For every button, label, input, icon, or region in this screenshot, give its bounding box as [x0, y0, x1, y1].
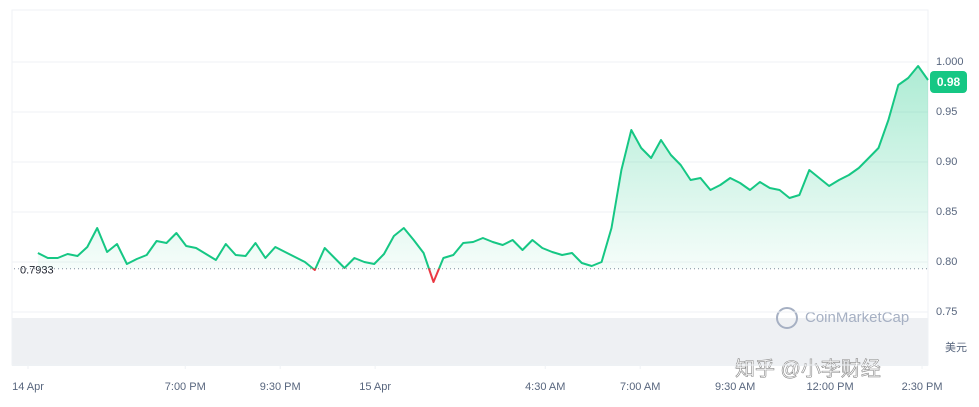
y-tick-label: 0.85	[936, 206, 957, 218]
price-badge	[930, 71, 967, 93]
volume-area	[12, 318, 928, 366]
y-tick-label: 0.90	[936, 156, 957, 168]
x-tick-label: 2:30 PM	[902, 381, 943, 393]
x-tick-label: 14 Apr	[12, 381, 44, 393]
x-tick-label: 15 Apr	[359, 381, 391, 393]
x-tick-label: 7:00 PM	[165, 381, 206, 393]
unit-label: 美元	[945, 341, 967, 354]
area-fill	[37, 66, 928, 282]
y-tick-label: 0.95	[936, 106, 957, 118]
x-tick-label: 9:30 PM	[260, 381, 301, 393]
x-tick-label: 4:30 AM	[525, 381, 565, 393]
x-tick-label: 12:00 PM	[807, 381, 854, 393]
y-tick-label: 0.75	[936, 306, 957, 318]
price-badge-label: 0.98	[937, 75, 961, 89]
y-tick-label: 0.80	[936, 256, 957, 268]
watermark-logo	[776, 307, 798, 329]
y-tick-label: 1.000	[936, 56, 964, 68]
source-watermark: 知乎 @小李财经	[735, 357, 881, 380]
x-tick-label: 7:00 AM	[620, 381, 660, 393]
price-line	[37, 65, 929, 283]
watermark: CoinMarketCap	[805, 309, 909, 326]
x-tick-label: 9:30 AM	[715, 381, 755, 393]
